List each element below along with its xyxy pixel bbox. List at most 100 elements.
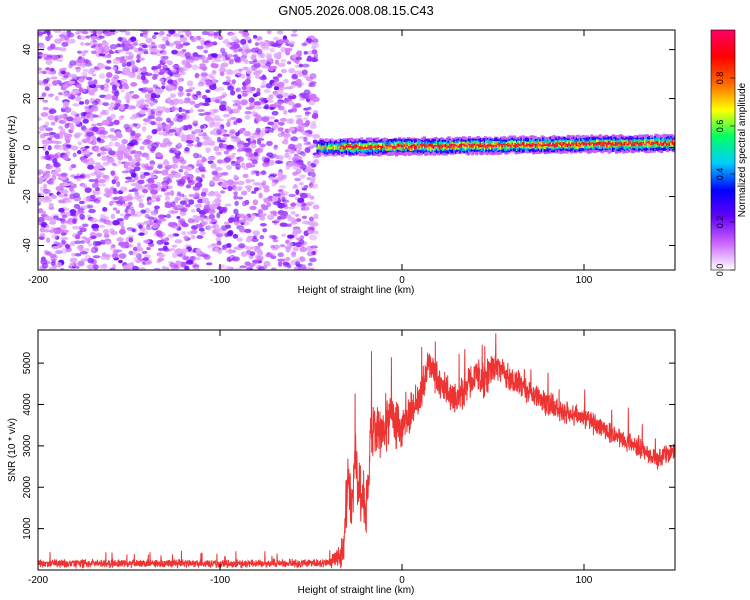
spectrogram-noise-cell bbox=[265, 253, 274, 258]
spectrogram-noise-cell bbox=[78, 86, 83, 93]
spectrogram-noise-cell bbox=[41, 210, 47, 215]
colorbar-tick-label: 0.0 bbox=[715, 264, 725, 277]
spectrogram-noise-cell bbox=[189, 108, 194, 114]
spectrogram-noise-cell bbox=[286, 118, 293, 124]
spectrogram-noise-cell bbox=[216, 159, 223, 164]
spectrogram-noise-cell bbox=[201, 30, 210, 36]
spectrogram-noise-cell bbox=[198, 133, 204, 137]
spectrogram-noise-cell bbox=[227, 53, 234, 58]
spectrogram-noise-cell bbox=[211, 70, 217, 75]
spectrogram-noise-cell bbox=[273, 92, 279, 96]
spectrogram-noise-cell bbox=[97, 178, 106, 184]
spectrogram-noise-cell bbox=[158, 253, 166, 258]
spectrogram-noise-cell bbox=[208, 122, 215, 128]
snr-x-tick-label: -100 bbox=[210, 575, 230, 586]
spectrogram-noise-cell bbox=[38, 44, 46, 50]
spectrogram-noise-cell bbox=[250, 170, 256, 175]
spectrogram-noise-cell bbox=[197, 81, 205, 87]
spectrogram-y-label: Frequency (Hz) bbox=[7, 116, 18, 185]
colorbar-frame bbox=[710, 29, 736, 271]
spectrogram-noise-cell bbox=[129, 90, 135, 94]
spectrogram-noise-cell bbox=[273, 86, 280, 91]
spectrogram-noise-cell bbox=[309, 73, 317, 80]
spectrogram-noise-cell bbox=[269, 47, 275, 53]
spectrogram-noise-cell bbox=[240, 162, 246, 169]
spectrogram-noise-cell bbox=[233, 194, 239, 200]
spectrogram-noise-cell bbox=[137, 179, 145, 185]
spectrogram-noise-cell bbox=[100, 84, 105, 91]
spectrogram-noise-cell bbox=[63, 118, 68, 123]
spectrogram-noise-cell bbox=[91, 248, 96, 252]
spectrogram-noise-cell bbox=[237, 72, 242, 77]
spectrogram-noise-cell bbox=[306, 201, 315, 205]
spectrogram-noise-cell bbox=[63, 34, 69, 41]
spectrogram-noise-cell bbox=[264, 39, 270, 43]
spectrogram-noise-cell bbox=[135, 161, 141, 167]
spectrogram-noise-cell bbox=[126, 144, 131, 150]
spectrogram-noise-cell bbox=[182, 42, 191, 46]
spectrogram-noise-cell bbox=[38, 67, 42, 71]
spectrogram-noise-cell bbox=[177, 30, 184, 34]
spectrogram-noise-cell bbox=[99, 213, 106, 220]
spectrogram-noise-cell bbox=[207, 118, 215, 124]
spectrogram-noise-cell bbox=[212, 224, 220, 230]
spectrogram-noise-cell bbox=[86, 112, 91, 119]
spectrogram-noise-cell bbox=[62, 83, 69, 89]
spectrogram-noise-cell bbox=[175, 260, 182, 266]
spectrogram-noise-cell bbox=[136, 59, 141, 63]
spectrogram-noise-cell bbox=[208, 213, 216, 220]
spectrogram-noise-cell bbox=[54, 95, 59, 101]
spectrogram-noise-cell bbox=[45, 35, 51, 42]
spectrogram-noise-cell bbox=[120, 78, 128, 84]
spectrogram-noise-cell bbox=[266, 140, 273, 146]
spectrogram-noise-cell bbox=[79, 213, 86, 220]
spectrogram-noise-cell bbox=[125, 176, 133, 180]
spectrogram-noise-cell bbox=[221, 182, 229, 188]
spectrogram-noise-cell bbox=[70, 164, 77, 169]
spectrogram-noise-cell bbox=[140, 68, 147, 74]
spectrogram-noise-cell bbox=[180, 248, 189, 253]
spectrogram-noise-cell bbox=[132, 42, 139, 46]
spectrogram-noise-cell bbox=[213, 145, 220, 152]
spectrogram-noise-cell bbox=[210, 243, 218, 247]
spectrogram-noise-cell bbox=[245, 69, 253, 75]
spectrogram-noise-cell bbox=[196, 90, 202, 96]
spectrogram-noise-cell bbox=[292, 30, 298, 34]
spectrogram-noise-cell bbox=[253, 113, 261, 118]
spectrogram-noise-cell bbox=[209, 84, 217, 91]
spectrogram-noise-cell bbox=[194, 182, 203, 188]
colorbar-tick-label: 0.4 bbox=[715, 168, 725, 181]
spectrogram-noise-cell bbox=[221, 171, 229, 176]
spectrogram-noise-cell bbox=[231, 160, 236, 164]
spectrogram-noise-cell bbox=[308, 83, 316, 88]
spectrogram-noise-cell bbox=[130, 81, 138, 87]
spectrogram-noise-cell bbox=[229, 89, 236, 96]
spectrogram-noise-cell bbox=[68, 80, 76, 85]
spectrogram-noise-cell bbox=[239, 265, 247, 269]
spectrogram-noise-cell bbox=[257, 36, 263, 41]
spectrogram-noise-cell bbox=[157, 63, 162, 70]
spectrogram-noise-cell bbox=[48, 93, 55, 97]
spectrogram-noise-cell bbox=[41, 92, 47, 97]
spectrogram-noise-cell bbox=[125, 98, 131, 104]
spectrogram-y-ticks: -40 -20 0 20 40 bbox=[22, 44, 675, 253]
spectrogram-noise-cell bbox=[48, 131, 56, 136]
spectrogram-noise-cell bbox=[247, 217, 255, 222]
spectrogram-noise-cell bbox=[228, 217, 235, 223]
spectrogram-noise-cell bbox=[137, 49, 144, 56]
spectrogram-noise-cell bbox=[115, 99, 122, 105]
spectrogram-noise-cell bbox=[277, 160, 284, 164]
spectrogram-noise-cell bbox=[232, 103, 238, 107]
spectrogram-noise-cell bbox=[38, 198, 42, 204]
spectrogram-noise-cell bbox=[198, 65, 207, 70]
spectrogram-noise-cell bbox=[179, 211, 187, 217]
spectrogram-noise-cell bbox=[133, 251, 139, 256]
spectrogram-noise-cell bbox=[92, 264, 99, 270]
spectrogram-noise-cell bbox=[177, 191, 182, 196]
spectrogram-noise-cell bbox=[269, 128, 275, 133]
spectrogram-noise-cell bbox=[94, 162, 101, 166]
figure-title: GN05.2026.008.08.15.C43 bbox=[278, 3, 433, 18]
spectrogram-noise-cell bbox=[186, 124, 193, 129]
spectrogram-noise-cell bbox=[249, 179, 256, 182]
